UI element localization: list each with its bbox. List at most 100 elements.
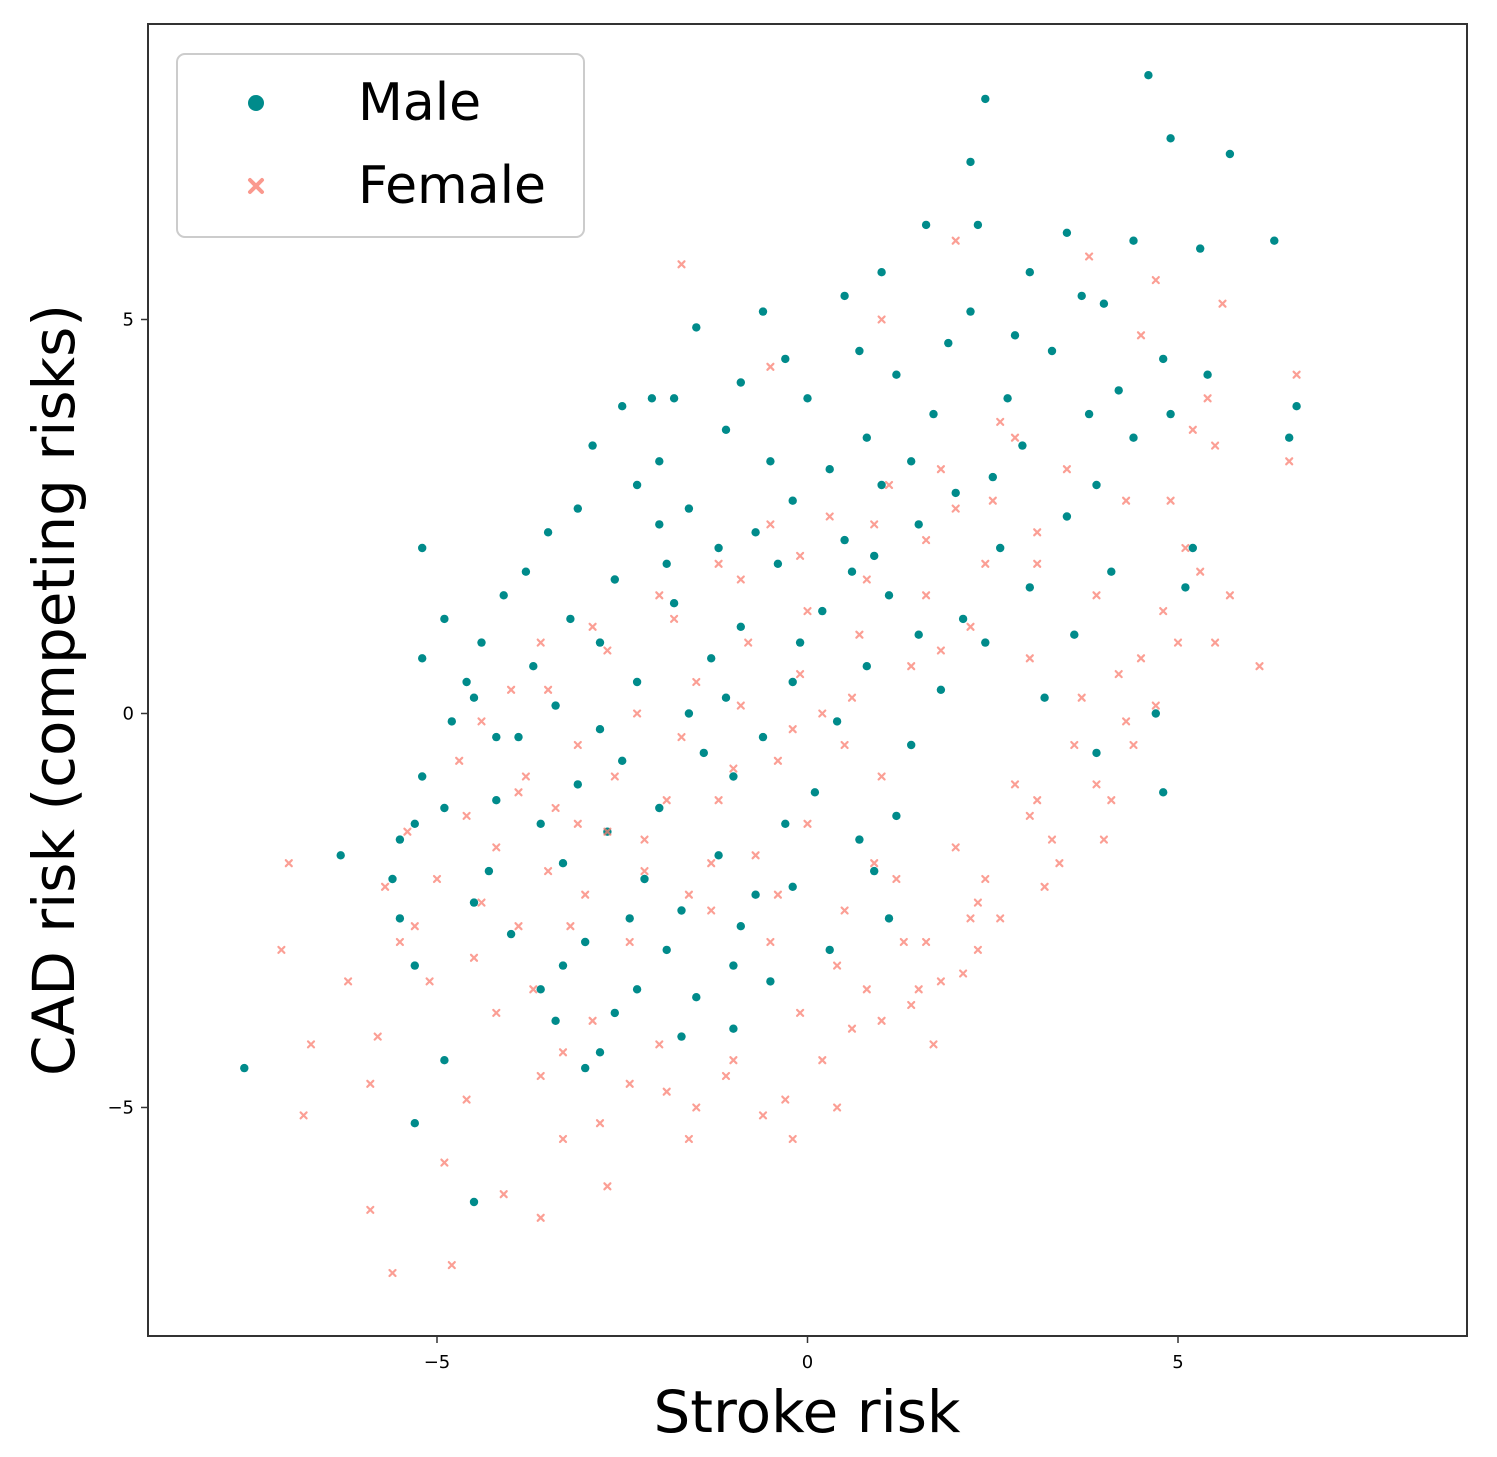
data-point-male [773,559,783,568]
data-point-male [529,662,538,671]
data-point-female [1025,811,1034,821]
data-point-female [751,851,760,860]
data-point-female [1210,441,1220,450]
data-point-female [936,977,946,986]
data-point-female [1181,543,1190,553]
data-point-female [492,843,501,852]
data-point-male [966,307,975,316]
data-point-male [951,488,960,498]
x-tick-label: 5 [1172,1352,1183,1373]
data-point-male [914,630,923,639]
data-point-male [669,394,679,403]
data-point-male [632,480,642,490]
data-point-male [469,1197,479,1207]
data-point-male [1114,386,1123,395]
data-point-female [847,1024,857,1033]
data-point-female [877,315,886,324]
data-point-male [870,551,879,561]
data-point-female [981,874,990,884]
data-point-male [440,1056,449,1065]
data-point-female [425,977,434,986]
data-point-male [981,94,990,104]
data-point-female [1166,496,1175,505]
data-point-male [966,157,975,167]
data-point-male [810,788,820,797]
data-point-female [551,803,560,813]
data-point-female [1047,835,1057,844]
data-point-female [773,890,783,899]
data-point-male [884,914,894,923]
data-point-male [870,866,879,876]
data-point-male [699,748,708,758]
data-point-female [1077,693,1086,702]
data-point-male [1151,709,1161,718]
data-point-female [521,772,531,781]
data-point-female [477,717,486,726]
data-point-male [892,811,901,821]
data-point-male [410,819,419,828]
data-point-male [1159,354,1168,364]
data-point-female [536,1213,545,1222]
data-point-female [840,740,849,750]
data-point-male [558,859,568,868]
data-point-female [514,788,523,797]
data-point-female [640,835,649,844]
data-point-female [1025,654,1034,663]
data-point-female [892,874,901,884]
data-point-male [595,725,605,734]
data-point-male [655,803,664,813]
data-point-male [677,906,686,915]
data-point-male [1270,236,1279,245]
data-point-female [1033,796,1042,805]
data-point-male [610,1008,619,1018]
data-point-female [936,646,946,655]
data-point-male [1159,788,1168,797]
data-point-male [566,614,575,624]
data-point-male [1188,543,1198,553]
data-point-male [825,465,834,474]
data-point-female [973,945,983,955]
data-point-male [595,1048,605,1057]
data-point-female [684,890,694,899]
data-point-female [1033,528,1042,537]
data-point-female [951,843,960,852]
data-point-male [655,457,664,466]
data-point-female [758,1111,768,1120]
data-point-female [1173,638,1183,647]
data-point-female [366,1205,375,1215]
data-point-male [884,591,894,600]
data-point-male [877,268,886,277]
data-point-female [677,732,686,742]
data-point-female [603,827,612,836]
data-point-female [966,622,975,631]
data-point-female [277,945,286,955]
data-point-female [936,465,946,474]
data-point-male [240,1063,249,1073]
data-point-male [751,890,760,899]
data-point-female [914,985,923,994]
data-point-male [1062,228,1072,237]
data-point-female [610,772,619,781]
y-axis-label: CAD risk (competing risks) [20,304,88,1076]
data-point-female [558,1134,568,1144]
data-point-female [603,1182,612,1191]
data-point-female [1196,567,1205,576]
data-point-male [1107,567,1116,576]
data-point-male [721,425,731,434]
data-point-male [692,993,701,1002]
data-point-male [736,922,745,931]
data-point-male [1018,441,1027,450]
data-point-female [958,969,968,978]
series-male [240,71,1301,1207]
data-point-male [469,898,479,907]
data-point-female [870,859,879,868]
data-point-male [973,220,983,230]
data-point-male [551,1016,560,1025]
data-point-male [514,732,523,742]
data-point-female [1136,654,1146,663]
data-point-female [1151,276,1160,285]
data-point-female [492,1008,501,1018]
data-point-female [588,1016,597,1025]
data-point-male [788,882,797,891]
data-point-female [877,772,886,781]
